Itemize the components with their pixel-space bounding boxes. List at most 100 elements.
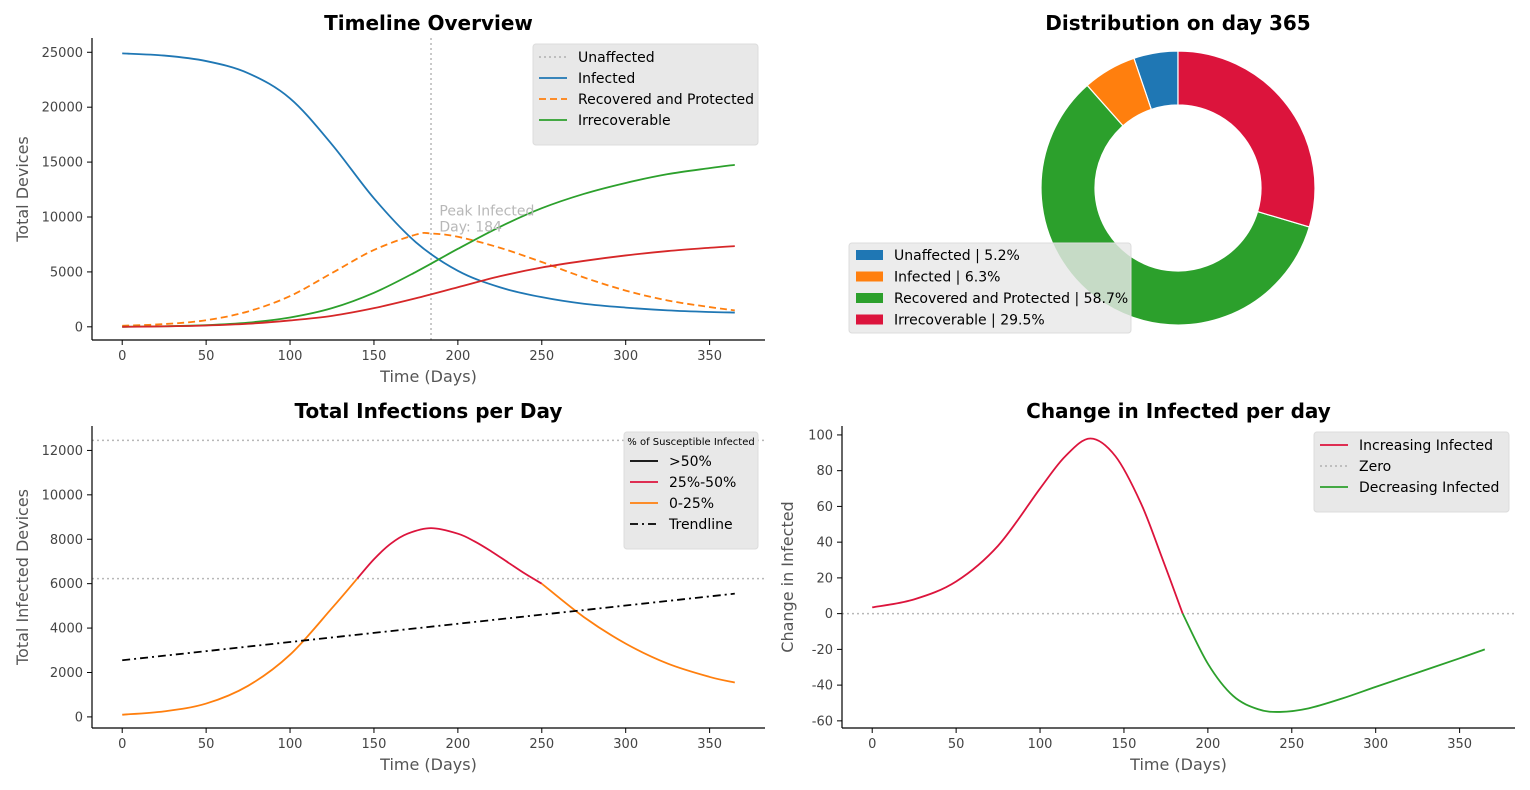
x-tick-label: 0 bbox=[118, 349, 126, 364]
legend-label: Unaffected | 5.2% bbox=[894, 248, 1020, 264]
y-tick-label: 40 bbox=[816, 536, 833, 551]
x-tick-label: 300 bbox=[613, 349, 638, 364]
x-tick-label: 0 bbox=[868, 737, 876, 752]
legend-swatch bbox=[856, 314, 883, 325]
series-line bbox=[122, 578, 358, 716]
series-line bbox=[122, 245, 735, 328]
y-tick-label: 80 bbox=[816, 464, 833, 479]
series-line bbox=[356, 527, 543, 585]
legend-box bbox=[848, 242, 1132, 334]
series-line bbox=[122, 231, 735, 327]
series-line bbox=[872, 437, 1184, 614]
y-tick-label: 25000 bbox=[42, 46, 83, 61]
legend-box bbox=[1313, 431, 1510, 513]
y-tick-label: -40 bbox=[812, 679, 833, 694]
x-tick-label: 150 bbox=[362, 349, 387, 364]
y-tick-label: 0 bbox=[75, 320, 83, 335]
x-tick-label: 0 bbox=[118, 737, 126, 752]
x-tick-label: 200 bbox=[445, 737, 470, 752]
legend-box bbox=[532, 43, 759, 146]
legend-title: % of Susceptible Infected bbox=[627, 437, 754, 448]
legend-swatch bbox=[856, 250, 883, 260]
x-tick-label: 200 bbox=[445, 349, 470, 364]
y-tick-label: 0 bbox=[825, 607, 833, 622]
x-tick-label: 350 bbox=[1447, 737, 1472, 752]
series-line bbox=[1181, 613, 1486, 713]
legend-label: Zero bbox=[1359, 459, 1391, 475]
legend: % of Susceptible Infected >50% 25%-50% 0-25… bbox=[623, 431, 759, 550]
series-line bbox=[122, 592, 735, 662]
y-tick-label: 0 bbox=[75, 710, 83, 725]
y-tick-label: 20 bbox=[816, 571, 833, 586]
x-tick-label: 50 bbox=[198, 737, 215, 752]
x-tick-label: 350 bbox=[697, 349, 722, 364]
y-tick-label: 100 bbox=[808, 428, 833, 443]
chart-title: Timeline Overview bbox=[324, 11, 533, 35]
x-tick-label: 50 bbox=[198, 349, 215, 364]
y-tick-label: 10000 bbox=[42, 211, 83, 226]
y-tick-label: -60 bbox=[812, 714, 833, 729]
legend-label: Recovered and Protected bbox=[578, 92, 754, 108]
x-tick-label: 100 bbox=[278, 737, 303, 752]
series-line bbox=[122, 52, 735, 314]
chart-title: Distribution on day 365 bbox=[1045, 11, 1310, 35]
legend-label: 25%-50% bbox=[669, 475, 736, 491]
legend-label: Increasing Infected bbox=[1359, 438, 1493, 454]
chart-title: Total Infections per Day bbox=[295, 399, 563, 423]
y-tick-label: 6000 bbox=[50, 577, 83, 592]
chart-panel-2: Total Infections per Day 0 50 100 150 200 250 3… bbox=[13, 399, 765, 774]
y-tick-label: 4000 bbox=[50, 622, 83, 637]
x-tick-label: 350 bbox=[697, 737, 722, 752]
x-tick-label: 200 bbox=[1195, 737, 1220, 752]
y-tick-label: 10000 bbox=[42, 488, 83, 503]
legend: Increasing Infected Zero Decreasing Infect… bbox=[1313, 431, 1510, 513]
x-axis-label: Time (Days) bbox=[1129, 755, 1227, 774]
legend-label: Trendline bbox=[668, 517, 733, 533]
x-axis-label: Time (Days) bbox=[379, 755, 477, 774]
legend-label: Unaffected bbox=[578, 50, 655, 66]
legend: Unaffected | 5.2% Infected | 6.3% Recovere… bbox=[848, 242, 1132, 334]
y-tick-label: 5000 bbox=[50, 265, 83, 280]
y-tick-label: 60 bbox=[816, 500, 833, 515]
annotation-text: Peak Infected bbox=[439, 203, 534, 219]
x-tick-label: 150 bbox=[362, 737, 387, 752]
chart-panel-1: Distribution on day 365 Unaffected | 5.2%… bbox=[848, 11, 1316, 334]
x-tick-label: 250 bbox=[1279, 737, 1304, 752]
legend: Unaffected Infected Recovered and Protecte… bbox=[532, 43, 759, 146]
y-axis-label: Total Devices bbox=[13, 136, 32, 243]
x-tick-label: 300 bbox=[613, 737, 638, 752]
x-tick-label: 100 bbox=[1028, 737, 1053, 752]
y-axis-label: Total Infected Devices bbox=[13, 489, 32, 666]
legend-label: Recovered and Protected | 58.7% bbox=[894, 291, 1128, 307]
legend-label: Infected bbox=[578, 71, 635, 87]
y-axis-label: Change in Infected bbox=[778, 501, 797, 652]
x-axis-label: Time (Days) bbox=[379, 367, 477, 386]
series-line bbox=[122, 163, 735, 328]
y-tick-label: -20 bbox=[812, 643, 833, 658]
annotation-text: Day: 184 bbox=[439, 219, 502, 235]
legend-label: Decreasing Infected bbox=[1359, 480, 1499, 496]
legend-swatch bbox=[856, 293, 883, 303]
legend-label: Infected | 6.3% bbox=[894, 270, 1000, 286]
pie-slice bbox=[1177, 50, 1316, 228]
y-tick-label: 2000 bbox=[50, 666, 83, 681]
x-tick-label: 100 bbox=[278, 349, 303, 364]
chart-title: Change in Infected per day bbox=[1026, 399, 1331, 423]
series-line bbox=[541, 582, 735, 684]
x-tick-label: 150 bbox=[1112, 737, 1137, 752]
x-tick-label: 50 bbox=[948, 737, 965, 752]
legend-label: Irrecoverable bbox=[578, 113, 671, 129]
y-tick-label: 8000 bbox=[50, 533, 83, 548]
legend-label: 0-25% bbox=[669, 496, 714, 512]
x-tick-label: 250 bbox=[529, 349, 554, 364]
y-tick-label: 15000 bbox=[42, 156, 83, 171]
x-tick-label: 300 bbox=[1363, 737, 1388, 752]
x-tick-label: 250 bbox=[529, 737, 554, 752]
legend-label: >50% bbox=[669, 454, 712, 470]
y-tick-label: 20000 bbox=[42, 101, 83, 116]
legend-label: Irrecoverable | 29.5% bbox=[894, 313, 1045, 329]
